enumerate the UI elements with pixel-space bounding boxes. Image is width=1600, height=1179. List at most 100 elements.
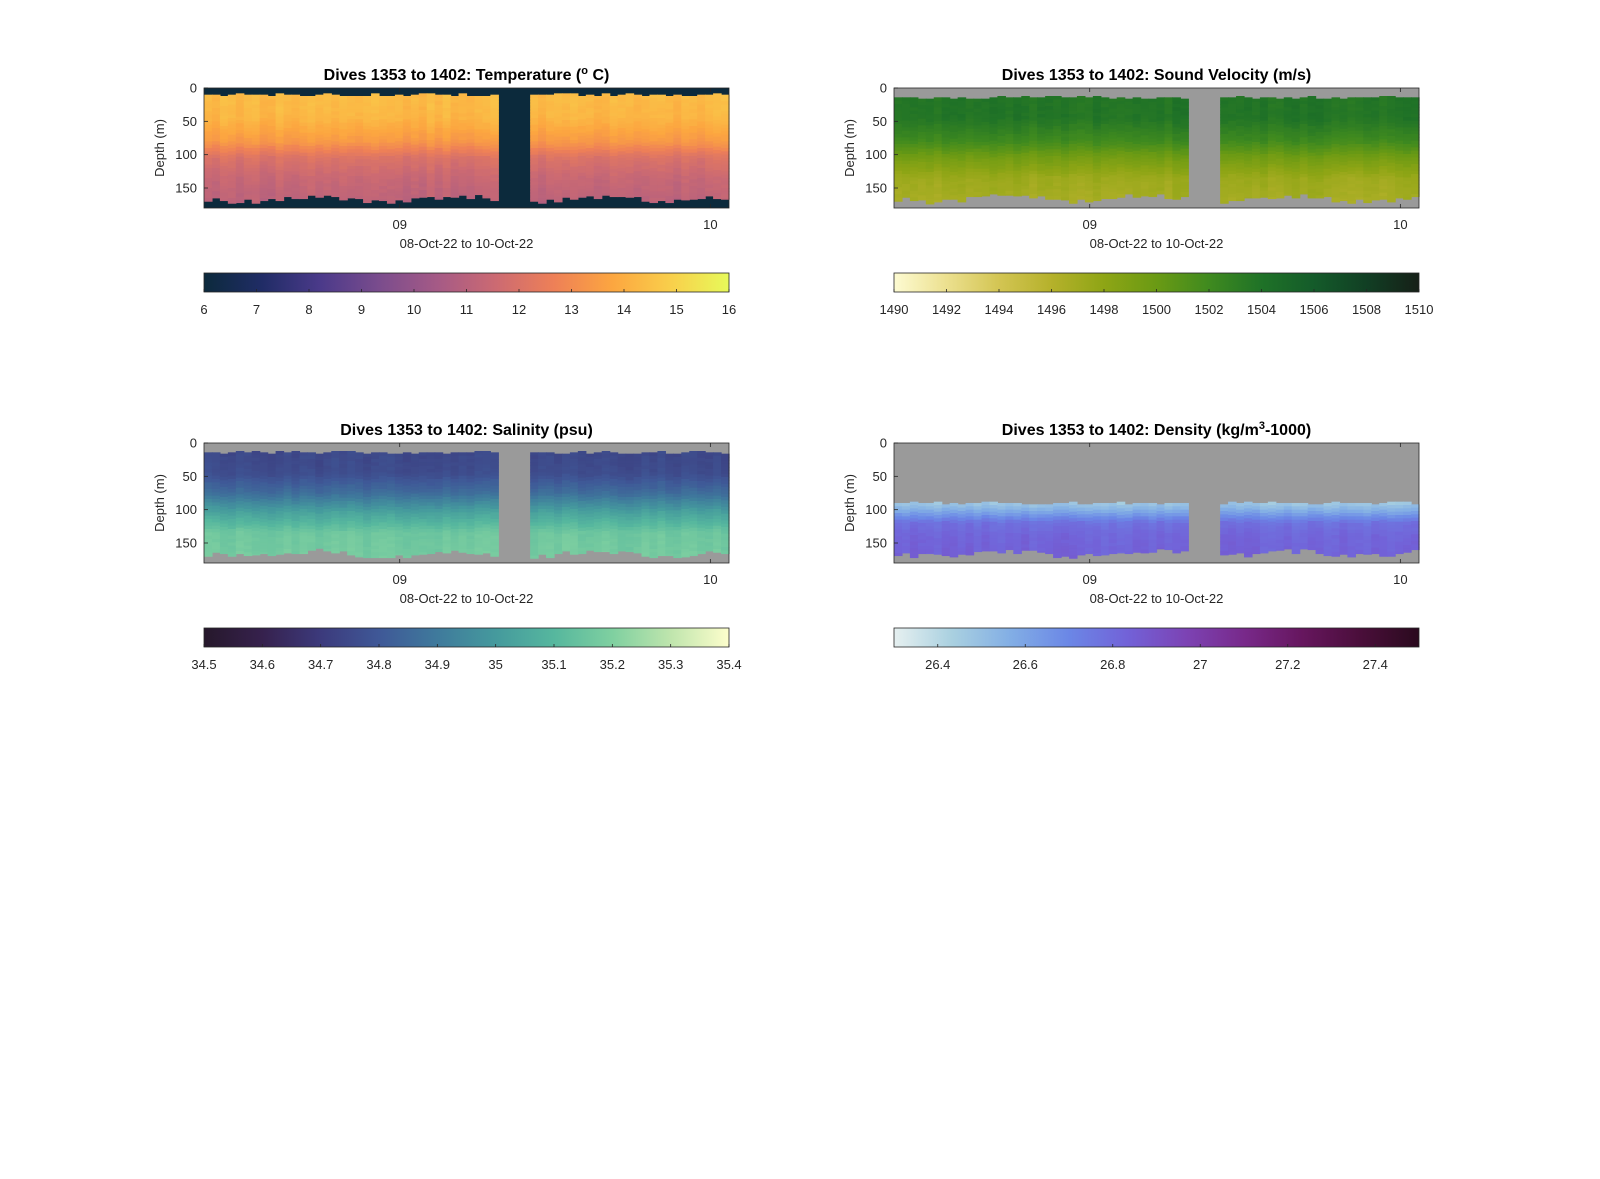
heatmap-cell [681, 182, 690, 187]
heatmap-cell [363, 520, 372, 525]
heatmap-cell [609, 192, 619, 197]
x-axis-label: 08-Oct-22 to 10-Oct-22 [1090, 236, 1224, 251]
heatmap-cell [965, 135, 975, 140]
heatmap-cell [1331, 160, 1341, 165]
heatmap-cell [1156, 184, 1166, 188]
heatmap-cell [925, 118, 935, 123]
heatmap-cell [466, 489, 476, 493]
heatmap-cell [227, 539, 237, 543]
heatmap-cell [673, 121, 682, 126]
heatmap-cell [949, 188, 959, 193]
heatmap-cell [1021, 189, 1030, 194]
heatmap-cell [243, 519, 253, 523]
heatmap-cell [371, 103, 380, 108]
heatmap-cell [410, 128, 420, 132]
heatmap-cell [291, 128, 301, 132]
heatmap-cell [379, 172, 388, 177]
heatmap-cell [997, 106, 1006, 110]
heatmap-cell [267, 500, 277, 505]
heatmap-cell [973, 158, 983, 163]
heatmap-cell [211, 545, 221, 550]
heatmap-cell [275, 491, 285, 495]
chart-svg: Dives 1353 to 1402: Sound Velocity (m/s)… [842, 67, 1433, 317]
heatmap-cell [1363, 134, 1372, 138]
heatmap-cell [1037, 100, 1046, 105]
heatmap-cell [402, 109, 412, 114]
heatmap-cell [227, 121, 237, 126]
heatmap-cell [1092, 126, 1102, 130]
heatmap-cell [1116, 104, 1126, 108]
heatmap-cell [379, 472, 388, 477]
heatmap-cell [490, 168, 499, 172]
heatmap-cell [347, 149, 356, 154]
heatmap-cell [219, 533, 229, 538]
heatmap-cell [1299, 130, 1309, 135]
heatmap-cell [697, 171, 706, 176]
heatmap-cell [1076, 152, 1086, 157]
heatmap-cell [259, 482, 269, 487]
heatmap-cell [379, 485, 388, 490]
heatmap-cell [474, 189, 483, 194]
heatmap-cell [917, 138, 927, 143]
heatmap-cell [721, 144, 730, 149]
heatmap-cell [458, 170, 468, 174]
heatmap-cell [331, 467, 340, 472]
heatmap-cell [981, 122, 991, 126]
heatmap-cell [371, 482, 380, 487]
heatmap-cell [609, 162, 619, 167]
heatmap-cell [1132, 144, 1142, 148]
heatmap-cell [458, 96, 468, 101]
heatmap-cell [1140, 125, 1150, 130]
heatmap-cell [1251, 168, 1261, 173]
heatmap-cell [633, 114, 643, 119]
heatmap-cell [243, 124, 253, 129]
heatmap-cell [418, 170, 428, 174]
heatmap-cell [561, 193, 571, 198]
heatmap-cell [371, 163, 380, 168]
heatmap-cell [697, 151, 706, 156]
heatmap-cell [379, 555, 388, 559]
heatmap-cell [941, 114, 951, 118]
heatmap-cell [227, 174, 237, 179]
heatmap-cell [466, 189, 476, 194]
heatmap-cell [1323, 105, 1333, 110]
heatmap-cell [1395, 187, 1404, 192]
heatmap-cell [347, 474, 356, 479]
heatmap-cell [617, 191, 627, 196]
x-tick-label: 10 [703, 217, 717, 232]
heatmap-cell [339, 119, 348, 124]
heatmap-cell [299, 102, 308, 107]
heatmap-cell [339, 112, 348, 117]
heatmap-cell [689, 179, 698, 184]
heatmap-cell [386, 490, 396, 495]
heatmap-cell [379, 455, 388, 460]
heatmap-cell [1140, 115, 1150, 120]
heatmap-cell [267, 142, 277, 147]
heatmap-cell [1116, 140, 1126, 145]
heatmap-cell [410, 460, 420, 465]
heatmap-cell [585, 104, 595, 109]
heatmap-cell [1291, 178, 1301, 183]
heatmap-cell [909, 187, 919, 192]
heatmap-cell [1315, 148, 1325, 153]
heatmap-cell [426, 532, 436, 537]
heatmap-cell [323, 492, 332, 497]
heatmap-cell [1228, 110, 1237, 115]
heatmap-cell [458, 153, 468, 158]
heatmap-cell [1021, 176, 1030, 180]
heatmap-cell [402, 152, 412, 157]
heatmap-cell [957, 140, 967, 145]
heatmap-cell [418, 100, 428, 104]
heatmap-cell [323, 193, 332, 196]
heatmap-cell [1140, 175, 1150, 180]
heatmap-cell [973, 102, 983, 106]
heatmap-cell [641, 139, 651, 144]
heatmap-cell [957, 137, 967, 142]
heatmap-cell [1037, 177, 1046, 182]
heatmap-cell [299, 512, 308, 517]
heatmap-cell [530, 178, 539, 182]
heatmap-cell [577, 99, 587, 104]
heatmap-cell [561, 146, 571, 151]
heatmap-cell [901, 127, 911, 132]
heatmap-cell [235, 467, 245, 472]
